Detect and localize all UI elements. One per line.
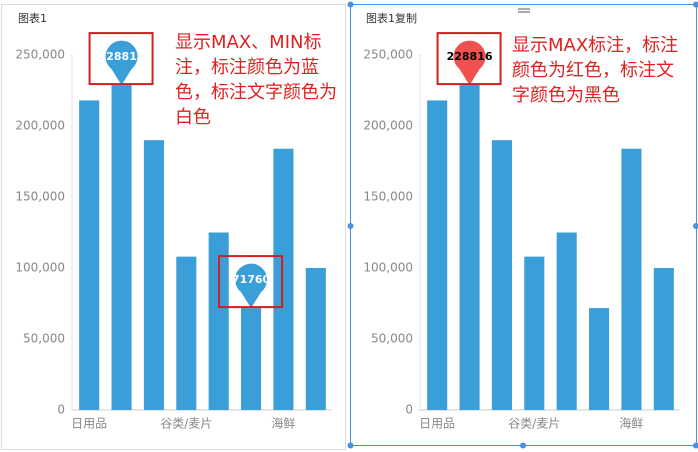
pin-label: 228816 [447, 50, 493, 63]
pin-shape [453, 40, 486, 86]
pin-shape [105, 40, 138, 86]
bar [241, 308, 262, 410]
y-tick-label: 150,000 [363, 190, 413, 204]
y-tick-label: 0 [57, 403, 65, 417]
marker-pin: 228816 [99, 40, 145, 86]
pin-shape [235, 263, 268, 309]
y-tick-label: 150,000 [15, 190, 65, 204]
y-tick-label: 200,000 [363, 119, 413, 133]
bar [79, 100, 100, 410]
x-tick-label: 日用品 [419, 417, 455, 431]
bar [556, 232, 577, 410]
handle[interactable] [347, 223, 354, 229]
bar [459, 85, 480, 410]
y-tick-label: 100,000 [363, 261, 413, 275]
y-tick-label: 0 [405, 403, 413, 417]
x-tick-label: 海鲜 [619, 416, 643, 431]
annotation: 显示MAX、MIN标注，标注颜色为蓝色，标注文字颜色为白色 [175, 32, 337, 128]
handle[interactable] [347, 1, 354, 8]
chart-title: 图表1复制 [366, 11, 417, 25]
pin-label: 71760 [232, 273, 271, 286]
bar [273, 148, 294, 410]
bar [427, 100, 448, 410]
handle[interactable] [693, 1, 698, 8]
y-tick-label: 250,000 [363, 48, 413, 62]
resize-handles[interactable] [347, 1, 698, 449]
handle[interactable] [693, 442, 698, 449]
bar [111, 85, 132, 410]
highlight-box [436, 32, 502, 86]
x-tick-label: 海鲜 [271, 416, 295, 431]
bar [524, 256, 545, 410]
bar [305, 268, 326, 410]
annotation: 显示MAX标注，标注颜色为红色，标注文字颜色为黑色 [512, 35, 679, 106]
bar [491, 140, 512, 410]
handle[interactable] [693, 223, 698, 229]
x-tick-label: 谷类/麦片 [508, 417, 560, 431]
x-tick-label: 日用品 [71, 417, 107, 431]
panel-left[interactable] [1, 4, 346, 450]
bar [208, 232, 229, 410]
bar [176, 256, 197, 410]
y-tick-label: 100,000 [15, 261, 65, 275]
marker-pin: 71760 [232, 263, 271, 309]
y-tick-label: 50,000 [23, 332, 65, 346]
bar [589, 308, 610, 410]
bar [621, 148, 642, 410]
handle[interactable] [347, 442, 354, 449]
chart-title: 图表1 [18, 11, 47, 25]
marker-pin: 228816 [447, 40, 493, 86]
highlight-box [218, 255, 284, 309]
drag-handle[interactable] [518, 8, 530, 13]
x-tick-label: 谷类/麦片 [160, 417, 212, 431]
bar [143, 140, 164, 410]
bar [653, 268, 674, 410]
y-tick-label: 250,000 [15, 48, 65, 62]
pin-label: 228816 [99, 50, 145, 63]
y-tick-label: 200,000 [15, 119, 65, 133]
highlight-box [88, 32, 154, 86]
y-tick-label: 50,000 [371, 332, 413, 346]
handle[interactable] [520, 442, 526, 449]
